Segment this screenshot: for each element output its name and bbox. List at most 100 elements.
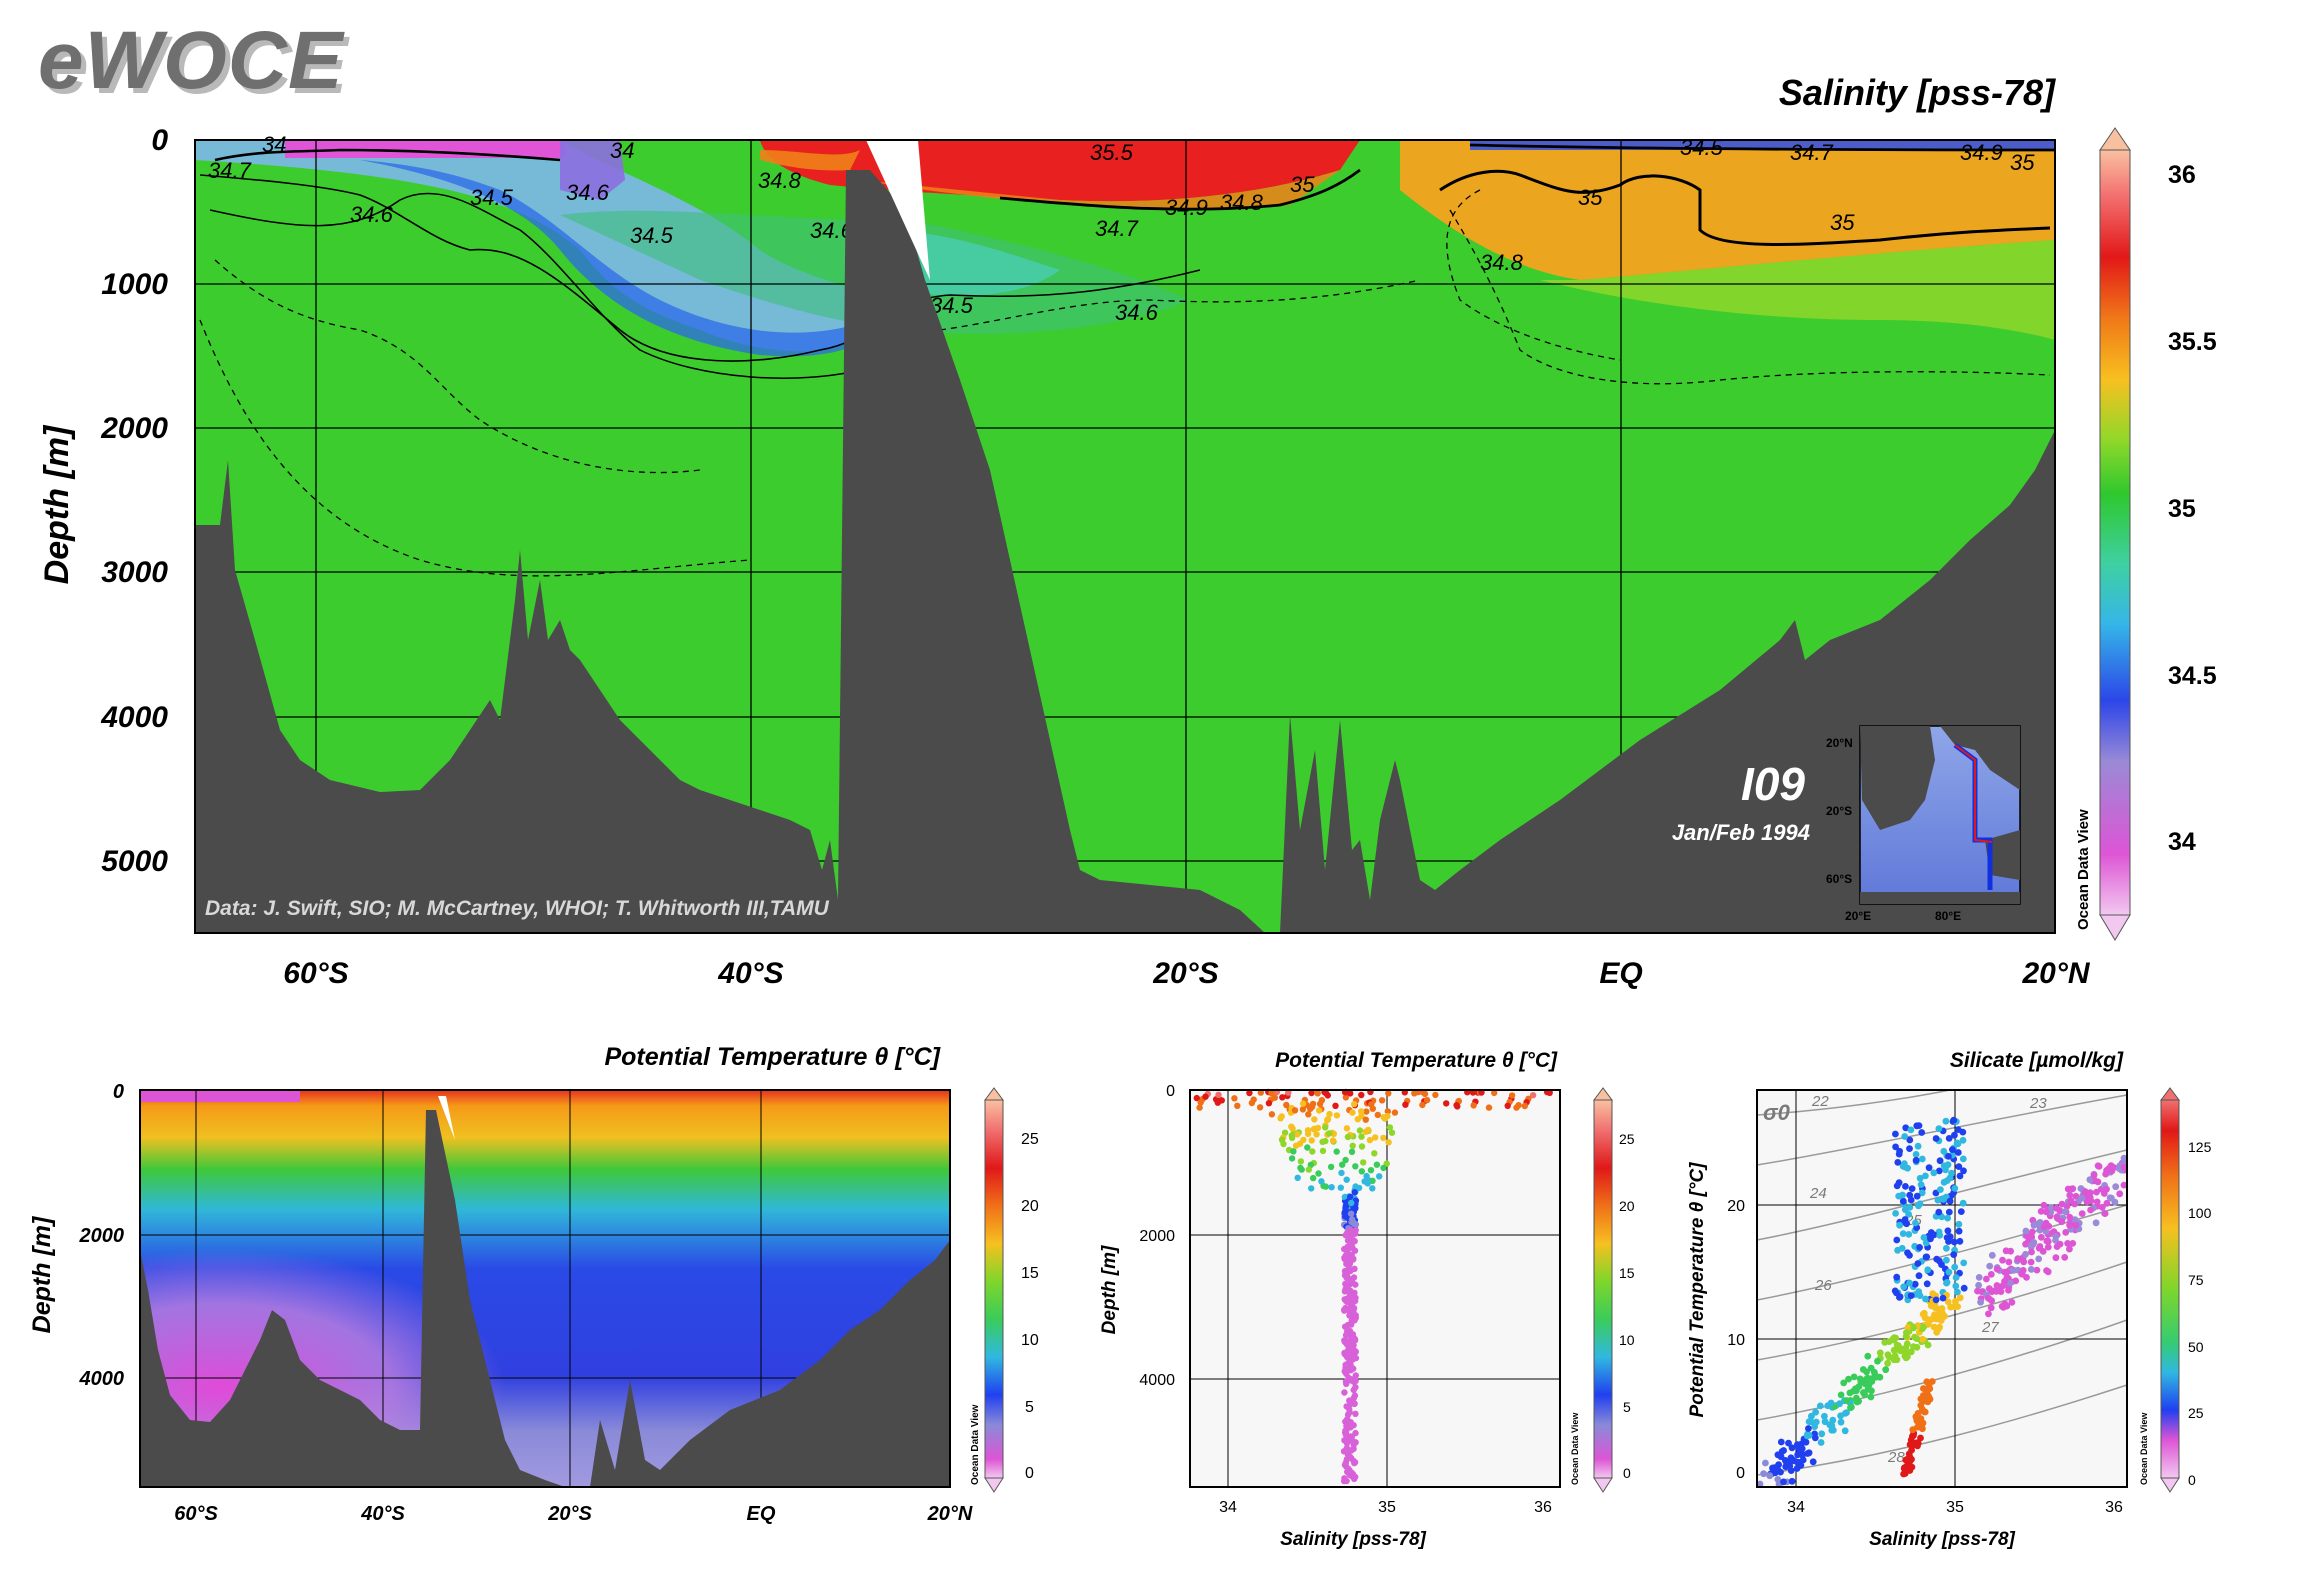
xtick-label: 60°S [283, 957, 348, 990]
scatter-point [1843, 1397, 1851, 1405]
theta-colorbar-bottom-cap [984, 1477, 1004, 1493]
scatter-point [1343, 1199, 1350, 1206]
scatter-point [1949, 1146, 1956, 1153]
scatter-point [1794, 1441, 1801, 1449]
inset-label: 20°E [1845, 909, 1871, 923]
colorbar-tick: 25 [2188, 1405, 2204, 1421]
scatter-point [2003, 1268, 2011, 1276]
scatter-point [1358, 1143, 1366, 1150]
colorbar-tick: 10 [1021, 1332, 1039, 1349]
scatter-point [1899, 1197, 1907, 1205]
scatter-point [1907, 1348, 1915, 1356]
scatter-point [1845, 1375, 1852, 1383]
scatter-point [1368, 1101, 1375, 1108]
contour-label: 34.6 [566, 180, 610, 205]
scatter-point [1846, 1389, 1854, 1397]
scatter-point [1959, 1136, 1967, 1144]
scatter-point [1913, 1122, 1921, 1130]
scatter-point [1950, 1116, 1958, 1124]
scatter-point [1874, 1357, 1881, 1365]
s-depth-colorbar-top-cap [1593, 1087, 1613, 1101]
scatter-point [1341, 1306, 1348, 1314]
scatter-point [1324, 1116, 1331, 1124]
scatter-point [1852, 1385, 1859, 1393]
scatter-point [1350, 1274, 1358, 1281]
scatter-point [1281, 1129, 1289, 1136]
theta-missing-wedge [438, 1096, 455, 1140]
scatter-point [2082, 1188, 2089, 1196]
scatter-point [1892, 1210, 1899, 1217]
scatter-point [1193, 1094, 1201, 1102]
scatter-point [1893, 1236, 1901, 1244]
scatter-point [1322, 1124, 1329, 1131]
inset-asia [1940, 726, 2020, 790]
scatter-point [1278, 1136, 1286, 1144]
scatter-point [1940, 1147, 1948, 1155]
scatter-point [1837, 1418, 1845, 1426]
scatter-point [1319, 1147, 1327, 1155]
scatter-point [1291, 1107, 1299, 1114]
scatter-point [2101, 1210, 2109, 1217]
scatter-point [1508, 1092, 1516, 1099]
inset-label: 80°E [1935, 909, 1961, 923]
scatter-point [1902, 1124, 1910, 1132]
scatter-point [1348, 1376, 1355, 1383]
scatter-point [1914, 1142, 1922, 1150]
xtick-label: 20°S [1152, 957, 1218, 990]
scatter-point [2037, 1233, 2045, 1241]
scatter-point [2005, 1258, 2013, 1266]
scatter-point [1314, 1124, 1322, 1132]
north-transition [1540, 240, 2055, 340]
scatter-point [1785, 1439, 1792, 1447]
scatter-point [1946, 1197, 1954, 1205]
scatter-point [1299, 1100, 1307, 1107]
scatter-point [1945, 1268, 1953, 1276]
scatter-point [1884, 1359, 1891, 1367]
xtick-label: EQ [747, 1503, 776, 1525]
xtick-label: 35 [1378, 1499, 1396, 1516]
scatter-point [1954, 1303, 1961, 1310]
scatter-point [1279, 1094, 1286, 1101]
scatter-point [1816, 1402, 1824, 1410]
scatter-point [2001, 1300, 2009, 1308]
scatter-point [1930, 1323, 1938, 1331]
scatter-point [2040, 1223, 2048, 1231]
scatter-point [2056, 1207, 2064, 1214]
scatter-point [2056, 1240, 2064, 1248]
ts-yticks: 0 10 20 [1727, 1198, 1745, 1482]
contour-label: 35.5 [1090, 140, 1134, 165]
scatter-point [1315, 1170, 1322, 1177]
stw-edge-lower [860, 170, 1340, 209]
scatter-point [1798, 1450, 1806, 1458]
scatter-point [1950, 1251, 1958, 1258]
contour-label: 34 [262, 132, 286, 157]
scatter-point [1339, 1161, 1346, 1168]
scatter-point [1920, 1323, 1927, 1331]
scatter-point [1341, 1208, 1349, 1216]
scatter-point [2022, 1240, 2029, 1248]
scatter-point [1829, 1426, 1837, 1434]
scatter-point [1903, 1329, 1910, 1336]
scatter-point [1197, 1099, 1204, 1106]
scatter-point [1378, 1097, 1386, 1104]
scatter-point [1956, 1294, 1964, 1302]
scatter-point [2093, 1198, 2101, 1206]
scatter-point [1343, 1274, 1351, 1282]
scatter-point [1362, 1116, 1370, 1123]
scatter-point [1956, 1172, 1964, 1180]
scatter-point [1954, 1140, 1962, 1148]
colorbar-tick: 0 [2188, 1472, 2196, 1488]
scatter-point [1349, 1142, 1356, 1150]
scatter-point [1909, 1426, 1917, 1434]
aaiw-tongue [195, 140, 872, 352]
scatter-point [1905, 1210, 1912, 1218]
theta-section-title: Potential Temperature θ [°C] [604, 1043, 941, 1071]
scatter-point [1808, 1412, 1815, 1420]
scatter-point [1923, 1378, 1931, 1386]
scatter-point [1351, 1317, 1358, 1324]
scatter-point [1351, 1400, 1358, 1407]
scatter-point [1769, 1464, 1776, 1472]
scatter-point [1837, 1391, 1845, 1399]
scatter-point [1283, 1101, 1290, 1109]
ytick-label: 5000 [101, 845, 168, 878]
